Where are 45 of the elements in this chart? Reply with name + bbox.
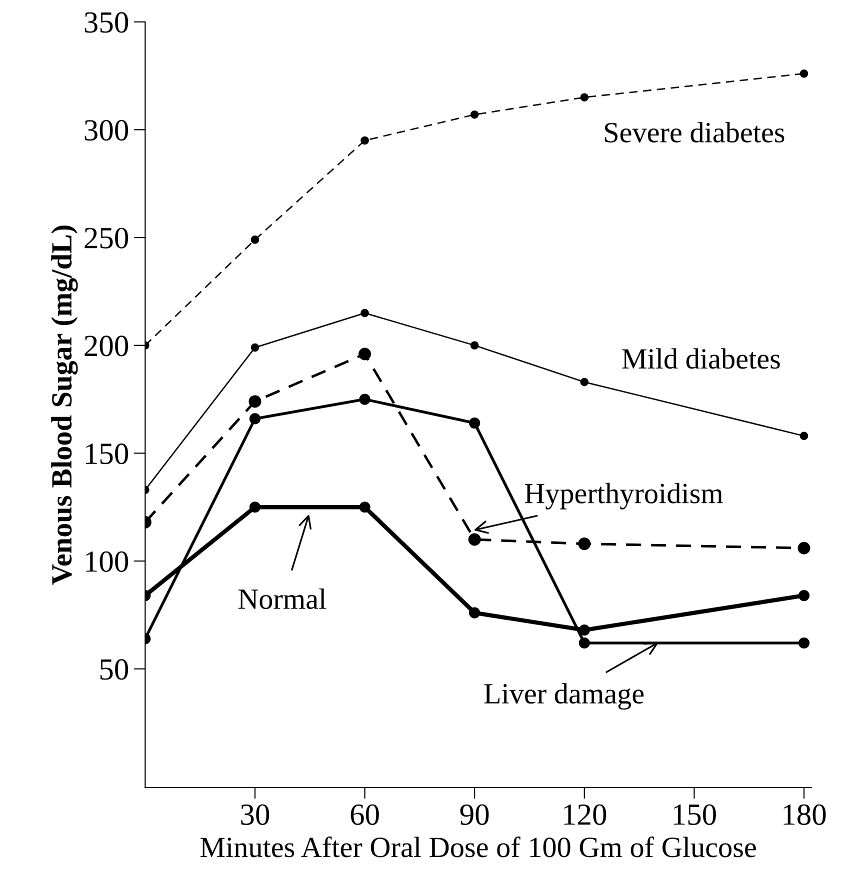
x-tick-label: 180	[784, 804, 826, 825]
point	[469, 607, 480, 618]
point	[578, 637, 590, 649]
point	[250, 343, 260, 352]
annotation: Mild diabetes	[622, 348, 780, 369]
y-tick-label: 100	[86, 551, 128, 572]
annotation: Hyperthyroidism	[524, 482, 723, 510]
point	[800, 432, 808, 440]
point	[249, 502, 261, 513]
point	[249, 413, 261, 424]
point	[468, 533, 481, 546]
y-tick-label: 50	[100, 659, 128, 680]
point	[798, 637, 810, 649]
y-tick-label: 200	[84, 336, 128, 356]
point	[360, 136, 369, 145]
y-tick-label: 300	[84, 120, 128, 141]
point	[358, 348, 372, 360]
x-tick-label: 90	[460, 804, 489, 825]
point	[470, 110, 479, 119]
point	[800, 69, 808, 78]
y-tick-label: 350	[84, 12, 128, 33]
point	[798, 590, 810, 602]
point	[469, 417, 480, 429]
point	[359, 502, 370, 513]
x-tick-label: 150	[674, 804, 716, 825]
point	[248, 395, 262, 408]
y-tick-label: 150	[86, 443, 128, 464]
x-tick-label: 30	[241, 804, 270, 825]
point	[470, 341, 479, 350]
annotation: Liver damage	[484, 683, 644, 710]
annotation: Severe diabetes	[605, 122, 784, 142]
point	[580, 93, 589, 102]
x-tick-label: 60	[350, 804, 379, 825]
point	[359, 394, 370, 405]
x-tick-label: 120	[564, 804, 606, 825]
y-axis-title: Venous Blood Sugar (mg/dL)	[51, 226, 78, 585]
annotation: Normal	[238, 588, 326, 610]
point	[798, 542, 810, 554]
x-axis-title: Minutes After Oral Dose of 100 Gm of Glucose	[200, 836, 756, 858]
point	[250, 236, 260, 244]
point	[580, 378, 589, 386]
point	[360, 308, 369, 318]
point	[578, 538, 591, 550]
y-tick-label: 250	[84, 228, 128, 248]
point	[578, 624, 590, 636]
